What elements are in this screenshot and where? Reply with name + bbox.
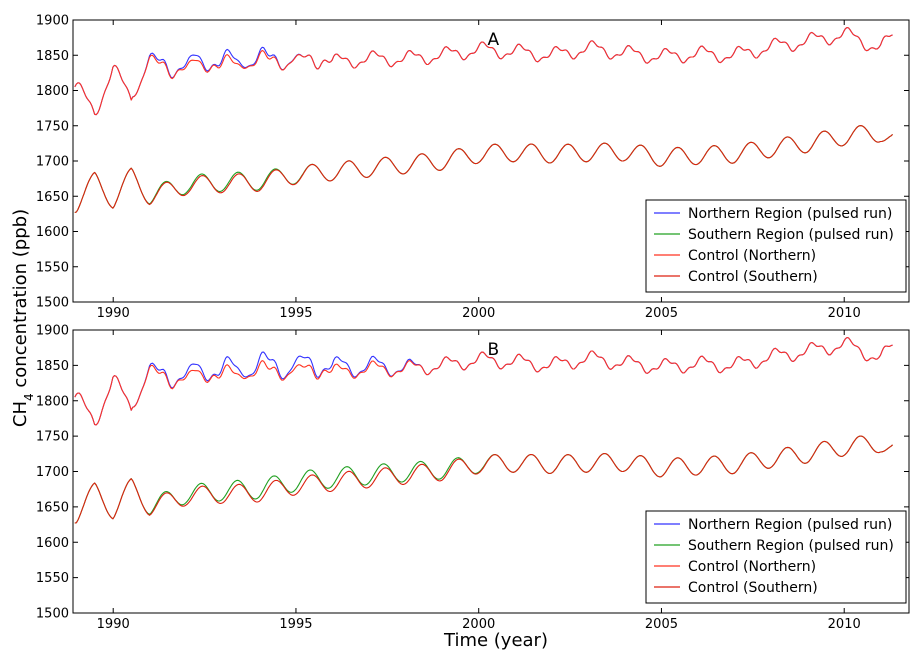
x-tick-label: 1995 (279, 306, 312, 321)
y-tick-label: 1850 (36, 49, 69, 64)
legend-box (645, 199, 907, 293)
y-axis-label: CH4 concentration (ppb) (10, 209, 36, 427)
y-tick-label: 1850 (36, 359, 69, 374)
legend-entry-label: Control (Southern) (688, 580, 818, 596)
panel-label: A (488, 30, 500, 50)
y-tick-label: 1600 (36, 536, 69, 551)
legend-entry-label: Northern Region (pulsed run) (688, 517, 892, 533)
y-tick-label: 1550 (36, 260, 69, 275)
y-tick-label: 1900 (36, 14, 69, 29)
y-tick-label: 1800 (36, 394, 69, 409)
legend: Northern Region (pulsed run) Southern Reg… (645, 510, 907, 604)
x-tick-label: 1995 (279, 617, 312, 632)
y-tick-label: 1650 (36, 190, 69, 205)
y-tick-label: 1750 (36, 430, 69, 445)
series-line-northern-pulsed (74, 26, 893, 116)
y-tick-label: 1750 (36, 119, 69, 134)
legend-entry-label: Southern Region (pulsed run) (688, 538, 894, 554)
legend-entry-label: Control (Southern) (688, 269, 818, 285)
y-tick-label: 1500 (36, 607, 69, 622)
legend-entry-label: Southern Region (pulsed run) (688, 227, 894, 243)
series-line-southern-pulsed (74, 125, 893, 214)
y-tick-label: 1500 (36, 296, 69, 311)
y-tick-label: 1650 (36, 500, 69, 515)
x-tick-label: 1990 (97, 306, 130, 321)
y-tick-label: 1700 (36, 465, 69, 480)
y-tick-label: 1700 (36, 155, 69, 170)
x-tick-label: 2005 (645, 306, 678, 321)
series-line-southern-pulsed (74, 435, 893, 524)
series-group (74, 26, 893, 214)
series-group (74, 336, 893, 524)
x-tick-label: 2010 (828, 306, 861, 321)
panel-label: B (487, 340, 499, 360)
x-tick-label: 1990 (97, 617, 130, 632)
legend-entry-label: Northern Region (pulsed run) (688, 206, 892, 222)
legend-entry-label: Control (Northern) (688, 559, 816, 575)
x-tick-label: 2005 (645, 617, 678, 632)
y-tick-label: 1900 (36, 324, 69, 339)
x-axis-label: Time (year) (443, 630, 548, 651)
series-line-control-southern (74, 125, 893, 214)
series-line-control-northern (74, 336, 893, 426)
y-tick-label: 1800 (36, 84, 69, 99)
series-line-northern-pulsed (74, 336, 893, 426)
chart-panel-a: 1990 1995 2000 2005 2010 1500 1550 1600 1650 1700… (36, 14, 910, 321)
y-tick-label: 1600 (36, 225, 69, 240)
series-line-control-southern (74, 435, 893, 524)
legend: Northern Region (pulsed run) Southern Reg… (645, 199, 907, 293)
x-tick-label: 2000 (462, 306, 495, 321)
chart-panel-b: 1990 1995 2000 2005 2010 1500 1550 1600 1650 1700… (36, 324, 910, 632)
legend-entry-label: Control (Northern) (688, 248, 816, 264)
y-tick-label: 1550 (36, 571, 69, 586)
x-tick-label: 2000 (462, 617, 495, 632)
x-tick-label: 2010 (828, 617, 861, 632)
legend-box (645, 510, 907, 604)
series-line-control-northern (74, 26, 893, 116)
